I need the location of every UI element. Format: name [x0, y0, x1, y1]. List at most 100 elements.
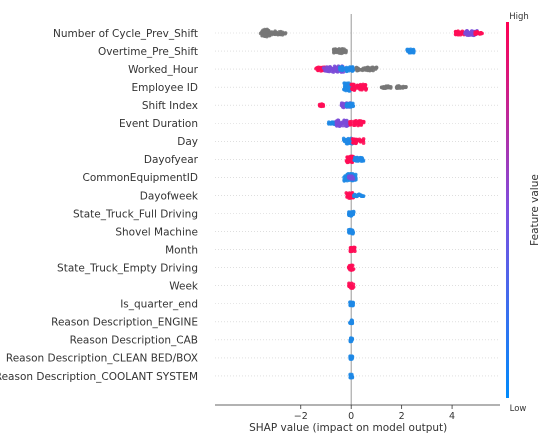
x-tick-label: 0 [348, 411, 354, 422]
shap-point [342, 179, 347, 183]
shap-point [371, 65, 375, 70]
feature-label: Overtime_Pre_Shift [98, 46, 198, 58]
shap-point [387, 85, 392, 90]
shap-point [337, 51, 342, 55]
shap-point [364, 68, 368, 72]
shap-point [280, 30, 285, 35]
shap-point [341, 123, 345, 128]
colorbar-title: Feature value [529, 174, 541, 246]
shap-point [351, 141, 355, 145]
feature-label: Dayofyear [144, 154, 199, 166]
shap-point [395, 84, 400, 89]
x-tick-label: 4 [449, 411, 455, 422]
shap-point [344, 82, 348, 87]
shap-point [349, 158, 353, 163]
shap-point [358, 139, 363, 143]
shap-point [352, 123, 356, 128]
shap-point [479, 31, 483, 36]
feature-label: Shovel Machine [115, 226, 198, 238]
shap-point [454, 31, 458, 35]
shap-point [327, 121, 332, 126]
shap-point [334, 66, 338, 71]
feature-label: CommonEquipmentID [83, 172, 198, 184]
shap-point [345, 141, 350, 146]
shap-point [336, 121, 340, 125]
shap-point [321, 66, 326, 70]
x-axis-ticks: −2 0 2 4 [294, 405, 455, 422]
shap-point [346, 88, 351, 93]
shap-point [360, 86, 364, 90]
shap-point [265, 29, 269, 34]
shap-point [361, 141, 366, 145]
shap-point [347, 283, 351, 287]
shap-point [363, 82, 368, 87]
shap-point [331, 48, 336, 52]
shap-point [361, 67, 365, 72]
colorbar-high-label: High [509, 12, 529, 22]
feature-label: Reason Description_CLEAN BED/BOX [6, 353, 198, 365]
shap-point [350, 336, 355, 341]
shap-point [465, 29, 469, 33]
feature-label: Month [165, 244, 198, 256]
shap-point [270, 31, 275, 35]
feature-label: Shift Index [142, 100, 198, 112]
shap-point [350, 319, 354, 324]
feature-label: State_Truck_Full Driving [73, 208, 198, 220]
feature-label: Reason Description_ENGINE [51, 317, 198, 329]
shap-point [360, 194, 365, 198]
feature-label: Dayofweek [140, 190, 199, 202]
shap-point [356, 193, 360, 197]
shap-point [348, 122, 353, 126]
shap-point [350, 303, 355, 308]
shap-point [328, 66, 333, 70]
x-tick-label: 2 [399, 411, 405, 422]
x-tick-label: −2 [294, 411, 308, 422]
shap-point [344, 69, 349, 73]
shap-point [382, 85, 387, 89]
shap-point [359, 156, 363, 161]
feature-label: Employee ID [131, 82, 198, 94]
shap-point [351, 82, 355, 87]
shap-point [348, 300, 353, 305]
feature-label: Day [177, 136, 198, 148]
shap-point [315, 65, 319, 70]
feature-label: Reason Description_COOLANT SYSTEM [0, 371, 198, 383]
shap-point [349, 228, 354, 232]
shap-point [352, 137, 357, 141]
feature-label: Reason Description_CAB [70, 335, 198, 347]
shap-point [357, 119, 362, 123]
shap-point [325, 66, 330, 70]
shap-point [350, 267, 355, 272]
shap-point [335, 70, 340, 74]
feature-label: Is_quarter_end [120, 299, 198, 311]
shap-point [342, 49, 346, 54]
feature-label: Event Duration [119, 118, 198, 130]
shap-point [350, 354, 354, 359]
shap-point [349, 286, 353, 290]
shap-point [347, 174, 352, 179]
shap-point [458, 30, 463, 35]
shap-point [320, 103, 325, 107]
shap-point [352, 86, 356, 90]
shap-point [352, 248, 357, 252]
shap-point [353, 193, 357, 197]
shap-point [363, 86, 368, 90]
shap-points [258, 27, 484, 380]
shap-point [351, 101, 355, 106]
shap-point [341, 105, 346, 110]
shap-point [339, 101, 344, 105]
shap-point [343, 174, 347, 178]
shap-point [343, 120, 347, 125]
shap-point [473, 32, 478, 36]
shap-point [352, 155, 357, 160]
shap-point [340, 65, 344, 69]
shap-point [351, 177, 356, 181]
shap-point [345, 160, 350, 165]
shap-point [338, 124, 342, 128]
shap-point [341, 136, 346, 141]
shap-point [335, 48, 340, 53]
shap-point [466, 32, 470, 37]
feature-label: Week [169, 281, 199, 293]
